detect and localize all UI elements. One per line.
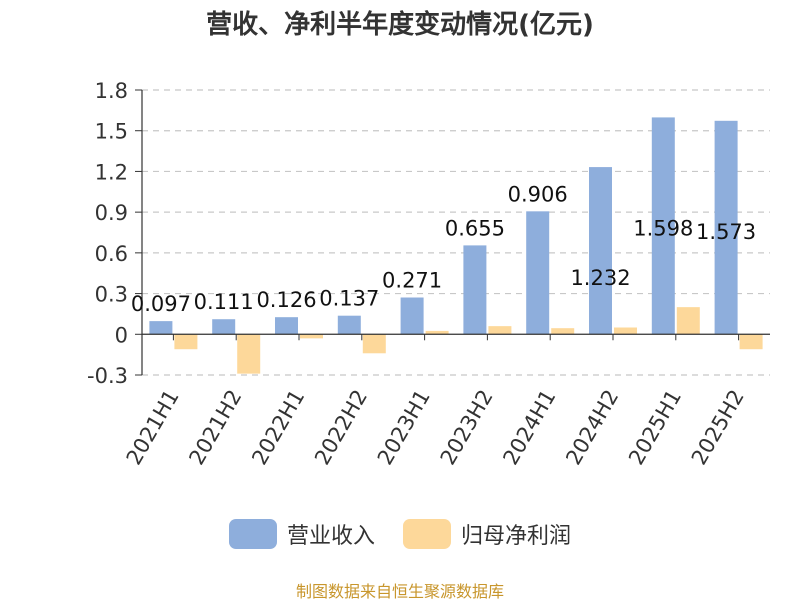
data-label-revenue: 0.271 bbox=[382, 269, 442, 293]
legend-label-revenue: 营业收入 bbox=[286, 524, 375, 549]
x-tick-label: 2021H2 bbox=[184, 386, 246, 470]
legend-item-revenue[interactable]: 营业收入 bbox=[228, 518, 375, 550]
bar-revenue[interactable] bbox=[337, 315, 361, 335]
legend-item-net-profit[interactable]: 归母净利润 bbox=[403, 518, 571, 550]
legend-label-net-profit: 归母净利润 bbox=[461, 524, 572, 549]
data-label-revenue: 0.097 bbox=[131, 292, 191, 316]
data-label-revenue: 0.655 bbox=[445, 216, 505, 240]
legend-swatch-net-profit bbox=[403, 519, 451, 549]
x-tick-label: 2021H1 bbox=[122, 386, 184, 470]
bar-net-profit[interactable] bbox=[614, 327, 637, 335]
bar-net-profit[interactable] bbox=[237, 334, 261, 374]
x-tick-label: 2025H1 bbox=[624, 386, 686, 470]
bar-revenue[interactable] bbox=[212, 319, 236, 335]
bar-net-profit[interactable] bbox=[739, 334, 763, 350]
legend-swatch-revenue bbox=[228, 519, 277, 549]
data-label-revenue: 0.111 bbox=[194, 290, 254, 314]
data-label-revenue: 1.232 bbox=[570, 266, 630, 290]
grid-lines bbox=[142, 89, 770, 376]
bar-revenue[interactable] bbox=[651, 117, 675, 335]
bar-net-profit[interactable] bbox=[425, 330, 449, 335]
bar-revenue[interactable] bbox=[463, 245, 487, 335]
bar-net-profit[interactable] bbox=[300, 334, 323, 339]
bar-net-profit[interactable] bbox=[174, 334, 198, 350]
y-tick-label: 1.8 bbox=[95, 79, 128, 103]
source-note: 制图数据来自恒生聚源数据库 bbox=[295, 582, 504, 601]
x-tick-label: 2023H2 bbox=[436, 386, 498, 470]
data-label-revenue: 0.137 bbox=[319, 287, 379, 311]
x-tick-label: 2023H1 bbox=[373, 385, 435, 469]
bar-net-profit[interactable] bbox=[551, 328, 575, 335]
bar-revenue[interactable] bbox=[400, 297, 424, 335]
bar-net-profit[interactable] bbox=[676, 307, 700, 335]
bar-revenue[interactable] bbox=[526, 211, 550, 335]
x-tick-label: 2024H1 bbox=[498, 386, 560, 470]
bar-revenue[interactable] bbox=[589, 167, 612, 335]
data-label-revenue: 0.126 bbox=[256, 288, 316, 312]
y-tick-label: 0.3 bbox=[95, 283, 128, 307]
data-label-revenue: 1.573 bbox=[696, 220, 756, 244]
bar-revenue[interactable] bbox=[714, 120, 738, 335]
data-label-revenue: 0.906 bbox=[508, 182, 568, 206]
x-tick-label: 2025H2 bbox=[687, 386, 749, 470]
y-tick-label: 0.6 bbox=[95, 242, 128, 266]
y-tick-label: 1.5 bbox=[95, 120, 128, 144]
bar-revenue[interactable] bbox=[149, 321, 173, 335]
legend: 营业收入 归母净利润 bbox=[0, 518, 800, 550]
bar-net-profit[interactable] bbox=[362, 334, 386, 354]
chart-title: 营收、净利半年度变动情况(亿元) bbox=[206, 10, 594, 40]
bar-revenue[interactable] bbox=[275, 317, 298, 335]
x-tick-label: 2024H2 bbox=[561, 386, 623, 470]
data-label-revenue: 1.598 bbox=[633, 216, 693, 240]
y-tick-label: 0.9 bbox=[95, 201, 128, 225]
y-tick-label: 1.2 bbox=[95, 160, 128, 184]
y-tick-label: 0 bbox=[115, 323, 128, 347]
x-tick-label: 2022H1 bbox=[247, 386, 309, 470]
bar-net-profit[interactable] bbox=[488, 326, 512, 335]
bars bbox=[149, 117, 763, 374]
y-tick-label: -0.3 bbox=[87, 364, 128, 388]
x-tick-label: 2022H2 bbox=[310, 386, 372, 470]
